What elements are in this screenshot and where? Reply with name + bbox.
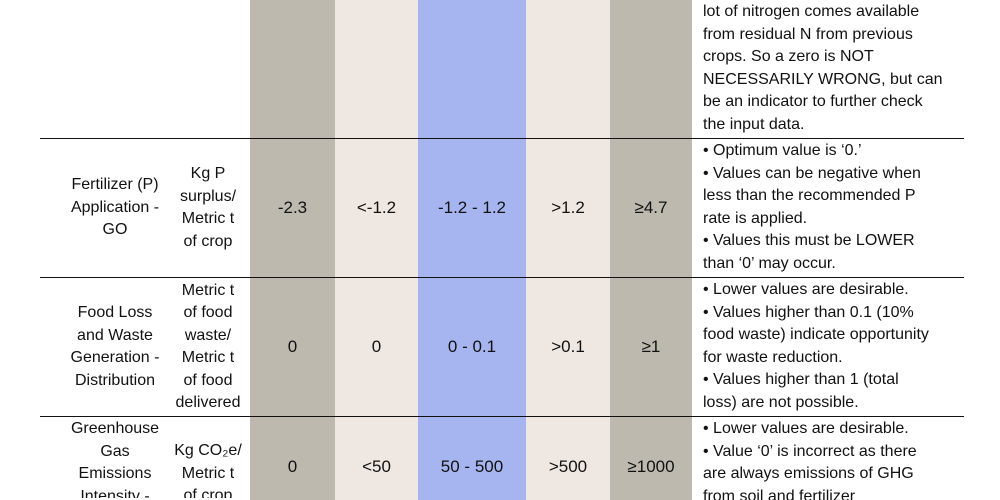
note-line: • Values higher than 1 (total — [703, 371, 899, 388]
note-line: • Value ‘0’ is incorrect as there — [703, 442, 917, 460]
unit-line: Kg CO₂e/ — [174, 442, 242, 459]
value-cell-4: >0.1 — [551, 337, 585, 356]
note-line: rate is applied. — [703, 209, 808, 227]
note-line: • Values this must be LOWER — [703, 232, 915, 249]
unit-line: delivered — [175, 394, 241, 411]
indicator-line: Application - — [70, 198, 160, 216]
note-line: food waste) indicate opportunity — [703, 326, 929, 343]
indicator-line: GO — [102, 221, 128, 239]
note-line: than ‘0’ may occur. — [703, 254, 836, 272]
unit-line: of crop — [183, 232, 233, 250]
value-cell-4: >1.2 — [551, 198, 585, 217]
unit-cell: Metric t of food waste/ Metric t of food… — [168, 278, 248, 416]
value-cell-5: ≥1 — [641, 337, 661, 356]
value-cell-2: 0 — [371, 337, 382, 356]
value-cell-1: -2.3 — [277, 198, 308, 217]
unit-cell: Kg P surplus/ Metric t of crop — [168, 139, 248, 277]
unit-line: waste/ — [184, 326, 232, 344]
note-line: loss) are not possible. — [703, 393, 859, 411]
note-line: • Values can be negative when — [703, 164, 921, 182]
unit-line: Kg P — [190, 165, 226, 182]
note-line: NECESSARILY WRONG, but can — [703, 70, 943, 88]
value-cell-2: <50 — [362, 457, 391, 476]
note-line: crops. So a zero is NOT — [703, 48, 874, 65]
unit-line: of food — [183, 304, 233, 321]
value-cell-1: 0 — [287, 337, 298, 356]
indicator-line: Food Loss — [77, 304, 153, 321]
note-line: the input data. — [703, 115, 805, 133]
unit-line: Metric t — [181, 349, 235, 366]
unit-line: of crop — [183, 487, 233, 498]
top-notes-cell: lot of nitrogen comes available from res… — [703, 1, 963, 136]
value-cell-3: 50 - 500 — [440, 457, 504, 476]
indicator-line: Generation - — [70, 349, 160, 366]
indicator-line: Intensity - — [80, 487, 150, 499]
note-line: from soil and fertilizer — [703, 487, 856, 500]
notes-cell: • Optimum value is ‘0.’ • Values can be … — [703, 140, 963, 275]
notes-cell: • Lower values are desirable. • Value ‘0… — [703, 418, 963, 500]
indicator-line: and Waste — [77, 326, 153, 344]
unit-line: Metric t — [181, 464, 235, 482]
value-cell-3: 0 - 0.1 — [447, 337, 497, 356]
indicator-line: Greenhouse — [70, 420, 160, 437]
indicator-cell: Food Loss and Waste Generation - Distrib… — [40, 278, 190, 416]
value-cell-5: ≥4.7 — [634, 198, 668, 217]
row-divider — [40, 416, 964, 417]
value-cell-5: ≥1000 — [627, 457, 675, 476]
indicator-cell: Fertilizer (P) Application - GO — [40, 139, 190, 277]
unit-line: Metric t — [181, 210, 235, 227]
note-line: from residual N from previous — [703, 25, 913, 43]
value-cell-2: <-1.2 — [356, 198, 397, 217]
note-line: • Lower values are desirable. — [703, 281, 909, 298]
unit-line: surplus/ — [179, 187, 237, 205]
row-divider — [40, 138, 964, 139]
value-cell-4: >500 — [548, 457, 588, 476]
row-divider — [40, 277, 964, 278]
unit-line: Metric t — [181, 281, 235, 299]
indicator-line: Gas — [100, 442, 130, 460]
note-line: less than the recommended P — [703, 187, 916, 204]
indicator-cell: Greenhouse Gas Emissions Intensity - — [40, 418, 190, 498]
note-line: be an indicator to further check — [703, 93, 923, 110]
value-cell-1: 0 — [287, 457, 298, 476]
note-line: are always emissions of GHG — [703, 465, 914, 482]
note-line: • Lower values are desirable. — [703, 420, 909, 437]
note-line: • Values higher than 0.1 (10% — [703, 303, 914, 321]
note-line: lot of nitrogen comes available — [703, 3, 920, 20]
unit-cell: Kg CO₂e/ Metric t of crop — [168, 440, 248, 498]
value-cell-3: -1.2 - 1.2 — [437, 198, 507, 217]
indicator-line: Fertilizer (P) — [71, 176, 159, 194]
notes-cell: • Lower values are desirable. • Values h… — [703, 279, 963, 414]
unit-line: of food — [183, 371, 233, 389]
indicator-line: Emissions — [78, 465, 152, 482]
indicator-line: Distribution — [74, 371, 156, 389]
note-line: • Optimum value is ‘0.’ — [703, 142, 862, 159]
note-line: for waste reduction. — [703, 348, 843, 366]
